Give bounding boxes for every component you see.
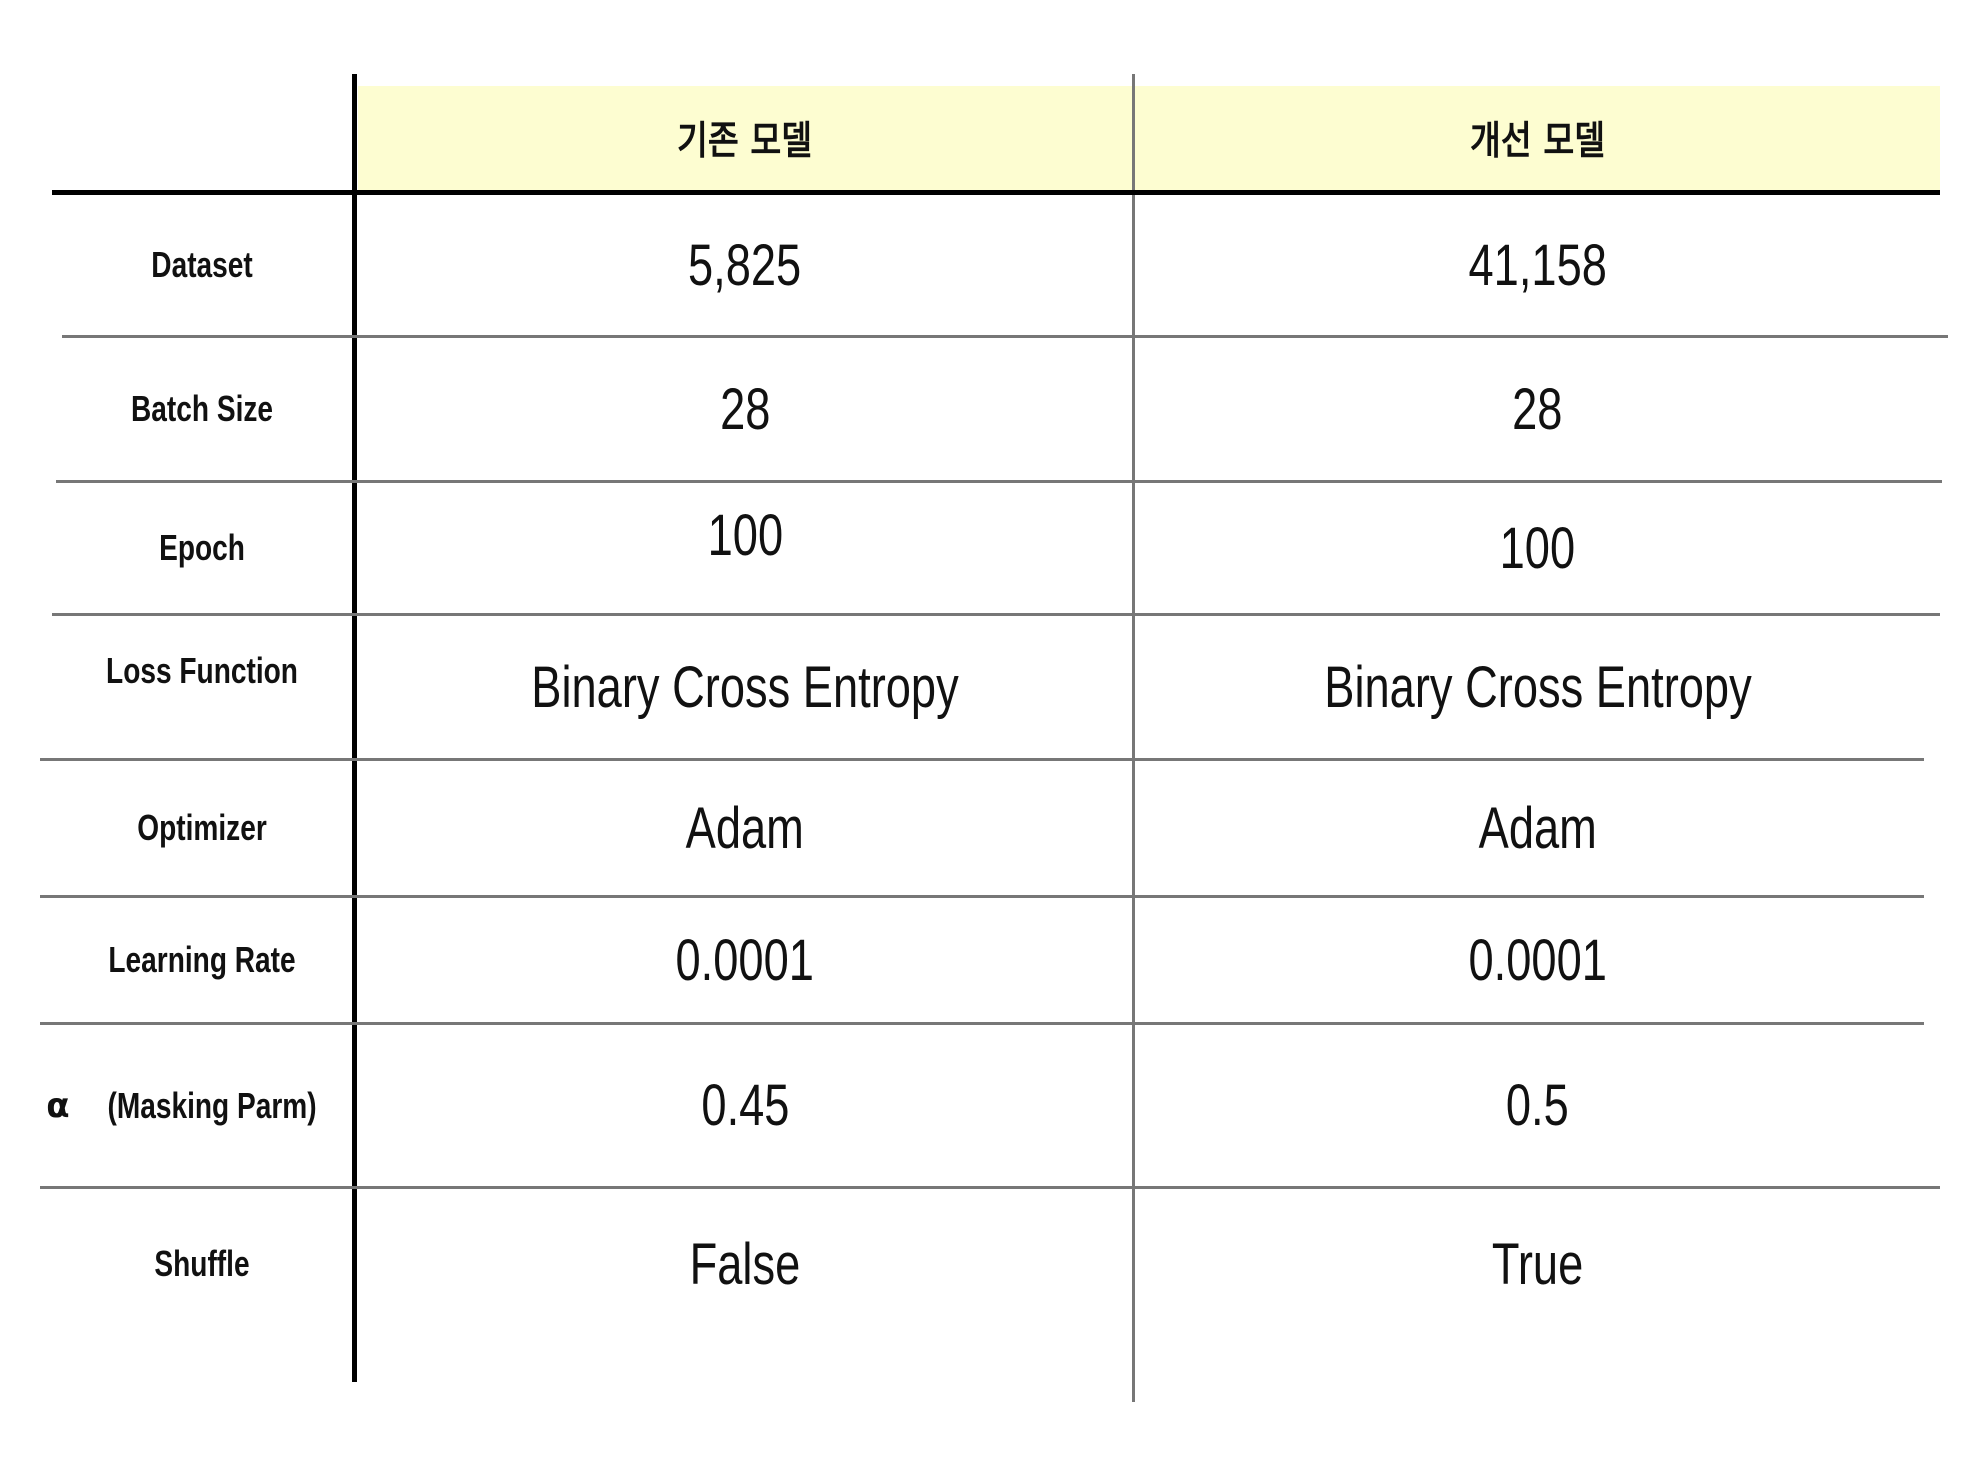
table-cell: Adam <box>1135 761 1940 895</box>
table-cell: Binary Cross Entropy <box>358 616 1132 758</box>
table-row-label: Dataset <box>52 195 352 335</box>
dataset-baseline-value: 5,825 <box>688 232 802 298</box>
row-divider <box>62 335 1948 338</box>
baseline-model-header: 기존 모델 <box>677 119 813 164</box>
dataset-label: Dataset <box>151 244 253 285</box>
table-cell: 41,158 <box>1135 195 1940 335</box>
table-cell: 28 <box>358 338 1132 480</box>
table-cell: Adam <box>358 761 1132 895</box>
batch-size-improved-value: 28 <box>1512 376 1563 442</box>
label-column-divider <box>352 74 357 1382</box>
row-divider <box>40 895 1924 898</box>
table-cell: 0.5 <box>1135 1025 1940 1186</box>
learning-rate-improved-value: 0.0001 <box>1468 927 1607 993</box>
row-divider <box>56 480 1942 483</box>
batch-size-label: Batch Size <box>130 388 274 429</box>
table-row-label: α (Masking Parm) <box>40 1025 352 1186</box>
optimizer-baseline-value: Adam <box>685 795 805 861</box>
table-cell: 100 <box>358 470 1132 600</box>
header-background <box>358 86 1940 192</box>
table-row-label: Learning Rate <box>52 898 352 1022</box>
table-cell: 5,825 <box>358 195 1132 335</box>
masking-parameter-baseline-value: 0.45 <box>700 1073 790 1138</box>
row-divider <box>40 758 1924 761</box>
table-row-label: Batch Size <box>52 338 352 480</box>
optimizer-improved-value: Adam <box>1478 795 1597 861</box>
table-cell: 0.0001 <box>1135 898 1940 1022</box>
shuffle-improved-value: True <box>1491 1231 1584 1297</box>
masking-parameter-improved-value: 0.5 <box>1506 1073 1569 1138</box>
row-divider <box>40 1186 1940 1189</box>
masking-parameter-label-text: (Masking Parm) <box>107 1084 317 1126</box>
table-cell: 28 <box>1135 338 1940 480</box>
masking-parameter-label: α (Masking Parm) <box>46 1085 345 1127</box>
table-cell: False <box>358 1189 1132 1339</box>
row-divider <box>52 613 1940 616</box>
epoch-label: Epoch <box>159 527 245 568</box>
optimizer-label: Optimizer <box>137 807 267 848</box>
table-cell: Binary Cross Entropy <box>1135 616 1940 758</box>
table-row-label: Shuffle <box>52 1189 352 1339</box>
shuffle-baseline-value: False <box>689 1231 801 1297</box>
table-header-cell: 기존 모델 <box>358 86 1132 190</box>
batch-size-baseline-value: 28 <box>719 376 771 442</box>
loss-function-improved-value: Binary Cross Entropy <box>1323 654 1752 720</box>
row-divider <box>40 1022 1924 1025</box>
model-column-divider <box>1132 74 1135 1402</box>
epoch-baseline-value: 100 <box>707 502 783 568</box>
improved-model-header: 개선 모델 <box>1469 119 1606 164</box>
dataset-improved-value: 41,158 <box>1468 232 1607 298</box>
table-row-label: Epoch <box>52 483 352 613</box>
table-cell: True <box>1135 1189 1940 1339</box>
loss-function-label: Loss Function <box>106 650 298 691</box>
table-row-label: Optimizer <box>52 761 352 895</box>
loss-function-baseline-value: Binary Cross Entropy <box>531 654 959 720</box>
table-cell: 0.0001 <box>358 898 1132 1022</box>
table-cell: 100 <box>1135 483 1940 613</box>
table-row-label: Loss Function <box>52 616 352 726</box>
table-cell: 0.45 <box>358 1025 1132 1186</box>
epoch-improved-value: 100 <box>1499 515 1576 581</box>
learning-rate-label: Learning Rate <box>108 939 296 980</box>
shuffle-label: Shuffle <box>154 1243 250 1284</box>
learning-rate-baseline-value: 0.0001 <box>675 927 815 993</box>
header-bottom-rule <box>52 190 1940 195</box>
alpha-symbol: α <box>46 1085 70 1126</box>
table-header-cell: 개선 모델 <box>1135 86 1940 190</box>
